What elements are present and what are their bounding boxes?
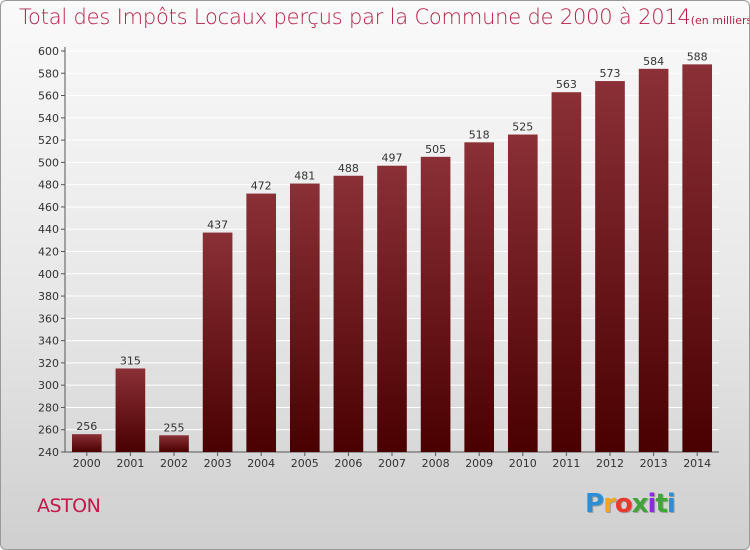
y-tick-label: 280 — [38, 401, 59, 414]
bar-2008 — [420, 156, 451, 452]
data-label-2014: 588 — [687, 50, 708, 63]
y-tick-label: 240 — [38, 446, 59, 459]
bar-2002 — [159, 435, 189, 452]
bar-2007 — [377, 165, 407, 452]
y-tick-label: 440 — [38, 223, 59, 236]
x-tick-label-2012: 2012 — [596, 457, 624, 470]
data-label-2012: 573 — [600, 67, 621, 80]
chart-title-main: Total des Impôts Locaux perçus par la Co… — [19, 5, 691, 29]
labels: 256 315 255 437 472 481 488 497 505 518 525 563 573 5… — [76, 50, 707, 434]
y-tick-label: 560 — [38, 90, 59, 103]
chart-title-unit: (en milliers d'€) — [690, 14, 750, 27]
y-tick-label: 380 — [38, 290, 59, 303]
data-label-2000: 256 — [76, 420, 97, 433]
y-tick-label: 400 — [38, 268, 59, 281]
data-label-2001: 315 — [120, 354, 141, 367]
bar-2003 — [202, 232, 233, 452]
logo-letter: P — [585, 489, 604, 519]
proxiti-logo: Proxiti — [585, 489, 676, 519]
x-tick-label-2006: 2006 — [334, 457, 362, 470]
logo-letter: t — [655, 489, 667, 519]
bar-2011 — [551, 92, 582, 452]
bar-2012 — [595, 81, 625, 452]
logo-letter: x — [631, 489, 649, 519]
logo-letter: r — [603, 489, 616, 519]
x-tick-label-2008: 2008 — [422, 457, 450, 470]
data-label-2003: 437 — [207, 219, 228, 232]
data-label-2008: 505 — [425, 143, 446, 156]
axes: 240 260 280 300 320 340 360 380 400 420 440 460 480 5… — [38, 45, 719, 470]
bar-2001 — [115, 368, 146, 452]
bar-2014 — [682, 64, 713, 452]
bar-2009 — [464, 142, 495, 453]
y-tick-label: 300 — [38, 379, 59, 392]
bar-2005 — [289, 183, 320, 452]
x-tick-label-2010: 2010 — [509, 457, 537, 470]
y-tick-label: 260 — [38, 424, 59, 437]
data-label-2005: 481 — [294, 170, 315, 183]
chart-title: Total des Impôts Locaux perçus par la Co… — [19, 5, 750, 29]
data-label-2011: 563 — [556, 78, 577, 91]
x-tick-label-2000: 2000 — [73, 457, 101, 470]
y-tick-label: 460 — [38, 201, 59, 214]
x-tick-label-2002: 2002 — [160, 457, 188, 470]
y-tick-label: 540 — [38, 112, 59, 125]
logo-letter: i — [666, 489, 676, 519]
logo-letter: o — [614, 489, 633, 519]
data-label-2002: 255 — [164, 421, 185, 434]
x-tick-label-2009: 2009 — [465, 457, 493, 470]
y-tick-label: 480 — [38, 179, 59, 192]
data-label-2009: 518 — [469, 128, 490, 141]
y-tick-label: 580 — [38, 67, 59, 80]
data-label-2004: 472 — [251, 180, 272, 193]
bar-2000 — [71, 434, 102, 452]
y-tick-label: 360 — [38, 312, 59, 325]
x-tick-label-2004: 2004 — [247, 457, 275, 470]
y-tick-label: 500 — [38, 156, 59, 169]
x-tick-label-2007: 2007 — [378, 457, 406, 470]
y-tick-label: 600 — [38, 45, 59, 58]
bar-2006 — [333, 175, 364, 452]
x-tick-label-2003: 2003 — [204, 457, 232, 470]
commune-name: ASTON — [37, 495, 101, 517]
bars — [71, 64, 713, 453]
logo-letter: i — [647, 489, 657, 519]
data-label-2006: 488 — [338, 162, 359, 175]
x-tick-label-2001: 2001 — [116, 457, 144, 470]
y-tick-label: 340 — [38, 335, 59, 348]
x-tick-label-2011: 2011 — [552, 457, 580, 470]
bar-2004 — [246, 193, 277, 453]
y-tick-label: 520 — [38, 134, 59, 147]
data-label-2010: 525 — [512, 121, 533, 134]
data-label-2013: 584 — [643, 55, 664, 68]
x-tick-label-2013: 2013 — [640, 457, 668, 470]
x-tick-label-2014: 2014 — [683, 457, 711, 470]
y-tick-label: 420 — [38, 246, 59, 259]
bar-2013 — [638, 68, 669, 453]
x-tick-label-2005: 2005 — [291, 457, 319, 470]
data-label-2007: 497 — [382, 152, 403, 165]
bar-2010 — [507, 134, 538, 452]
y-tick-label: 320 — [38, 357, 59, 370]
